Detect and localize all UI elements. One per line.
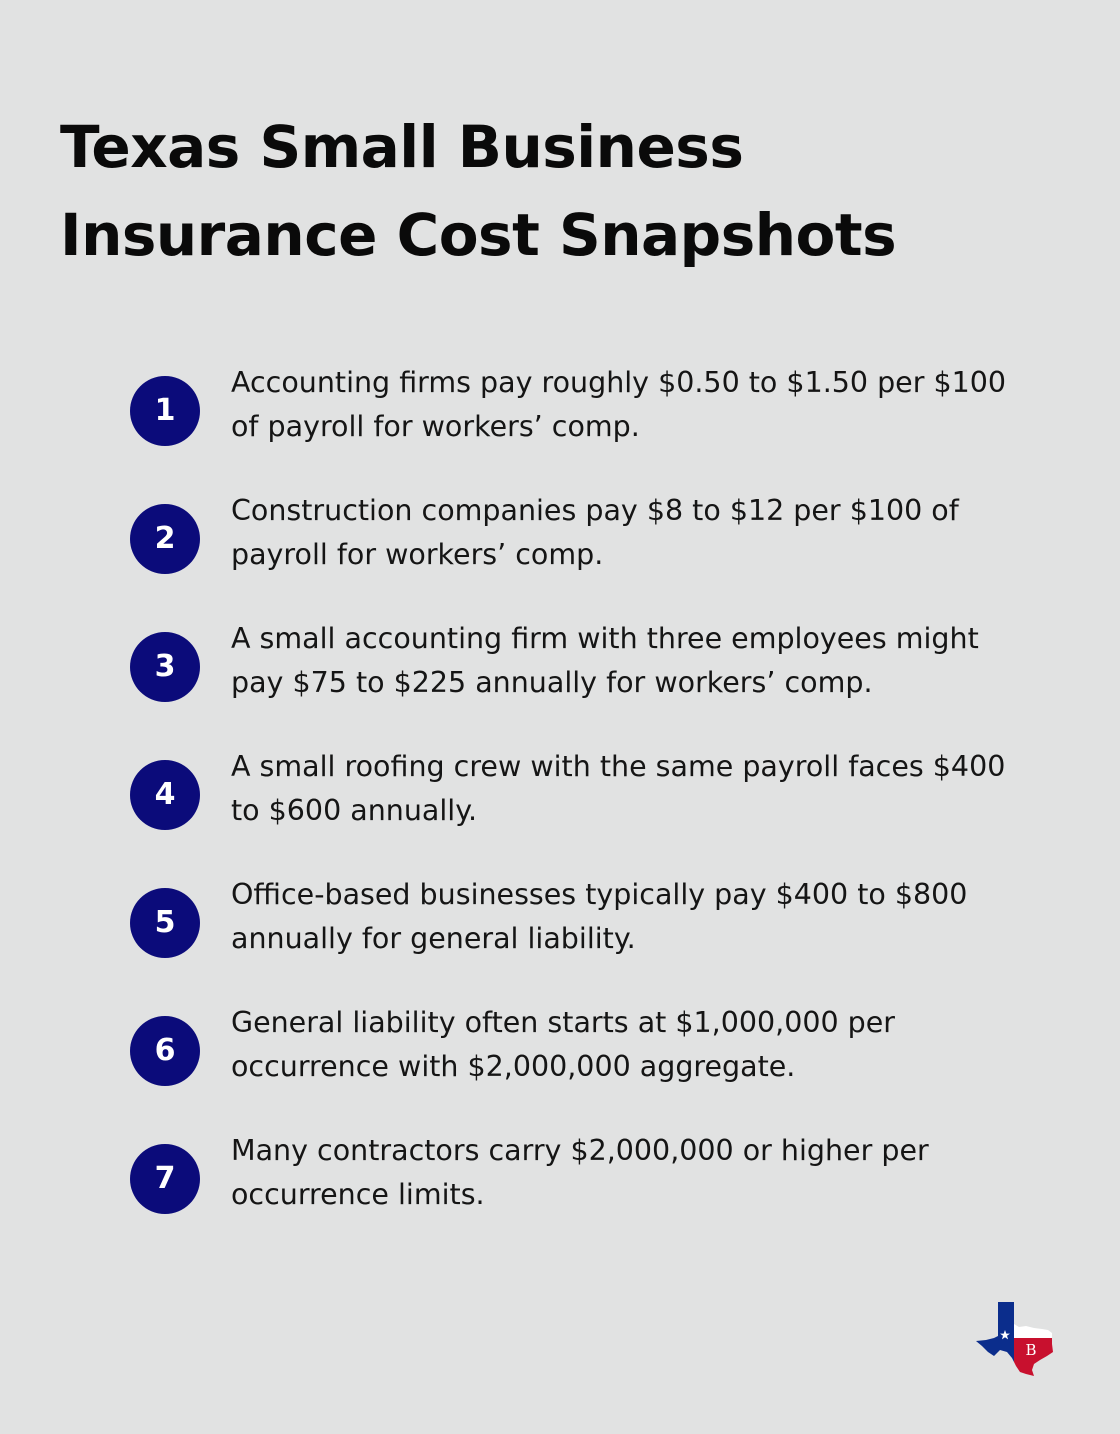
- flag-blue-field: [976, 1302, 1014, 1376]
- title-line-2: Insurance Cost Snapshots: [60, 201, 897, 269]
- list-item: 2 Construction companies pay $8 to $12 p…: [0, 494, 1120, 624]
- number-badge: 5: [130, 888, 200, 958]
- item-text-line: annually for general liability.: [231, 922, 636, 955]
- list-item: 5 Office-based businesses typically pay …: [0, 878, 1120, 1008]
- item-text-line: occurrence limits.: [231, 1178, 485, 1211]
- list-item: 1 Accounting firms pay roughly $0.50 to …: [0, 366, 1120, 496]
- item-text-line: General liability often starts at $1,000…: [231, 1006, 895, 1039]
- item-text: Accounting firms pay roughly $0.50 to $1…: [231, 361, 1051, 449]
- title-line-1: Texas Small Business: [60, 113, 744, 181]
- number-badge: 1: [130, 376, 200, 446]
- number-badge: 7: [130, 1144, 200, 1214]
- item-text: Office-based businesses typically pay $4…: [231, 873, 1051, 961]
- page-title: Texas Small Business Insurance Cost Snap…: [60, 103, 1060, 279]
- item-text-line: Office-based businesses typically pay $4…: [231, 878, 968, 911]
- logo-monogram: B: [1025, 1341, 1036, 1359]
- number-badge: 3: [130, 632, 200, 702]
- texas-flag-map-logo-icon: B: [976, 1302, 1053, 1376]
- list-item: 4 A small roofing crew with the same pay…: [0, 750, 1120, 880]
- number-badge: 4: [130, 760, 200, 830]
- item-text-line: payroll for workers’ comp.: [231, 538, 604, 571]
- item-text-line: A small roofing crew with the same payro…: [231, 750, 1006, 783]
- item-text-line: of payroll for workers’ comp.: [231, 410, 640, 443]
- list-item: 7 Many contractors carry $2,000,000 or h…: [0, 1134, 1120, 1264]
- item-text-line: pay $75 to $225 annually for workers’ co…: [231, 666, 873, 699]
- flag-white-stripe: [1014, 1302, 1053, 1338]
- item-text: General liability often starts at $1,000…: [231, 1001, 1051, 1089]
- item-text-line: Construction companies pay $8 to $12 per…: [231, 494, 959, 527]
- item-text-line: occurrence with $2,000,000 aggregate.: [231, 1050, 796, 1083]
- item-text-line: Accounting firms pay roughly $0.50 to $1…: [231, 366, 1007, 399]
- star-icon: [1000, 1330, 1010, 1340]
- item-text-line: Many contractors carry $2,000,000 or hig…: [231, 1134, 929, 1167]
- item-text: A small roofing crew with the same payro…: [231, 745, 1051, 833]
- list-item: 3 A small accounting firm with three emp…: [0, 622, 1120, 752]
- item-text: Construction companies pay $8 to $12 per…: [231, 489, 1051, 577]
- item-text-line: A small accounting firm with three emplo…: [231, 622, 979, 655]
- number-badge: 2: [130, 504, 200, 574]
- item-text: A small accounting firm with three emplo…: [231, 617, 1051, 705]
- number-badge: 6: [130, 1016, 200, 1086]
- item-text: Many contractors carry $2,000,000 or hig…: [231, 1129, 1051, 1217]
- item-text-line: to $600 annually.: [231, 794, 478, 827]
- list-item: 6 General liability often starts at $1,0…: [0, 1006, 1120, 1136]
